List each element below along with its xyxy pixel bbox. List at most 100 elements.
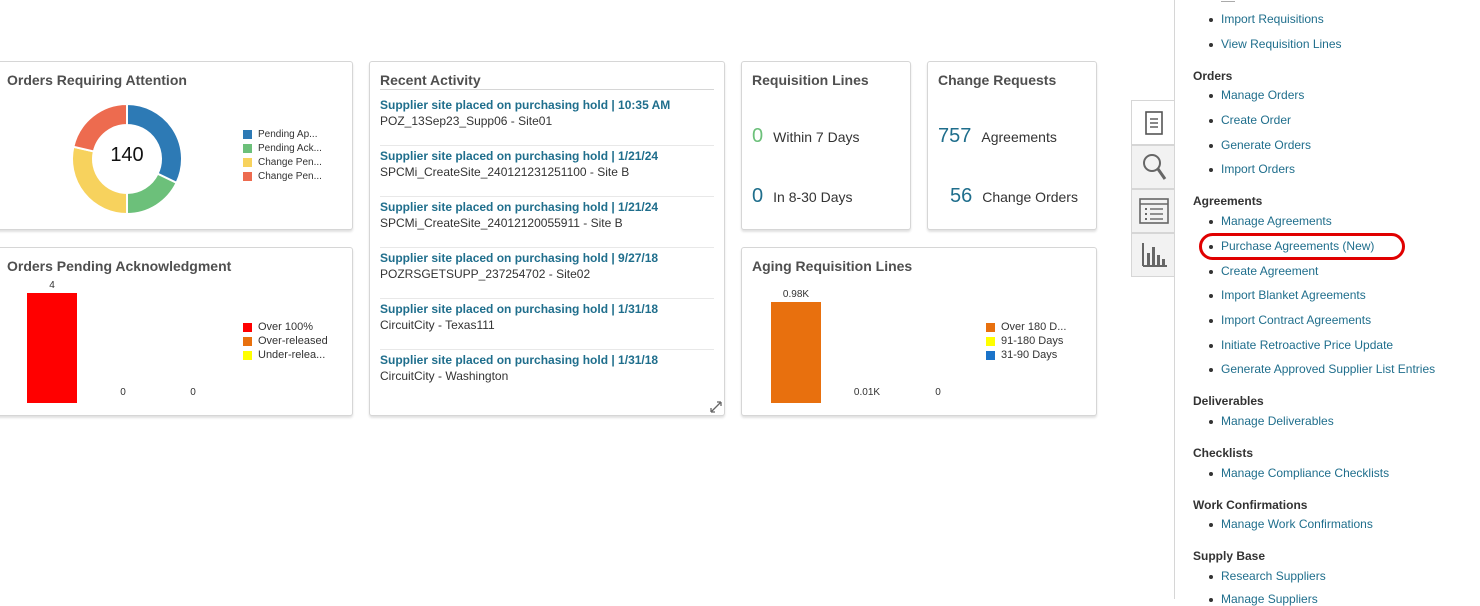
link-import-requisitions[interactable]: Import Requisitions [1221, 12, 1324, 26]
link-purchase-agreements-new[interactable]: Purchase Agreements (New) [1221, 239, 1375, 253]
bullet [1209, 43, 1213, 47]
legend-label: Over 100% [258, 321, 314, 333]
metric-number: 757 [938, 125, 972, 147]
legend-label: Pending Ack... [258, 142, 322, 154]
metric-change-orders[interactable]: 56 Change Orders [950, 185, 1078, 208]
activity-link[interactable]: Supplier site placed on purchasing hold … [380, 200, 659, 214]
bullet [1209, 168, 1213, 172]
metric-agreements[interactable]: 757 Agreements [938, 125, 1057, 148]
metric-label: In 8-30 Days [773, 189, 853, 205]
tasks-panel: Import Requisitions View Requisition Lin… [1174, 0, 1480, 606]
divider [380, 89, 714, 90]
bar-over-100[interactable] [27, 293, 77, 403]
link-manage-work-confirmations[interactable]: Manage Work Confirmations [1221, 517, 1373, 531]
activity-item[interactable]: Supplier site placed on purchasing hold … [380, 299, 714, 350]
activity-link[interactable]: Supplier site placed on purchasing hold … [380, 302, 659, 316]
bar-value-label: 0.01K [853, 387, 881, 398]
activity-subtext: CircuitCity - Texas111 [380, 318, 495, 332]
legend-item[interactable]: Under-relea... [243, 348, 328, 362]
expand-icon[interactable] [710, 401, 722, 413]
link-manage-compliance-checklists[interactable]: Manage Compliance Checklists [1221, 466, 1390, 480]
tab-reports[interactable] [1131, 233, 1175, 277]
link-import-orders[interactable]: Import Orders [1221, 162, 1296, 176]
link-manage-suppliers[interactable]: Manage Suppliers [1221, 592, 1318, 606]
activity-item[interactable]: Supplier site placed on purchasing hold … [380, 197, 714, 248]
orders-requiring-attention-card: Orders Requiring Attention 140 Pending A… [0, 61, 353, 230]
legend-label: Under-relea... [258, 349, 326, 361]
activity-link[interactable]: Supplier site placed on purchasing hold … [380, 98, 671, 112]
legend-label: Pending Ap... [258, 128, 318, 140]
legend-label: Over-released [258, 335, 328, 347]
link-create-agreement[interactable]: Create Agreement [1221, 264, 1319, 278]
activity-subtext: POZRSGETSUPP_237254702 - Site02 [380, 267, 591, 281]
link-manage-agreements[interactable]: Manage Agreements [1221, 214, 1332, 228]
orders-pending-ack-card: Orders Pending Acknowledgment 4 0 0 Over… [0, 247, 353, 416]
link-manage-deliverables[interactable]: Manage Deliverables [1221, 414, 1334, 428]
section-title-orders: Orders [1193, 69, 1233, 83]
link-generate-approved-supplier-list-entries[interactable]: Generate Approved Supplier List Entries [1221, 362, 1436, 376]
tab-tasks[interactable] [1131, 100, 1175, 145]
bar-chart-icon [1141, 243, 1167, 267]
activity-subtext: SPCMi_CreateSite_240121231251100 - Site … [380, 165, 630, 179]
bar-over-180-days[interactable] [771, 302, 821, 403]
activity-link[interactable]: Supplier site placed on purchasing hold … [380, 251, 659, 265]
bullet [1209, 119, 1213, 123]
activity-link[interactable]: Supplier site placed on purchasing hold … [380, 149, 659, 163]
activity-link[interactable]: Supplier site placed on purchasing hold … [380, 353, 659, 367]
metric-within-7-days[interactable]: 0 Within 7 Days [752, 125, 859, 148]
activity-item[interactable]: Supplier site placed on purchasing hold … [380, 248, 714, 299]
card-title: Requisition Lines [752, 72, 869, 88]
document-icon [1144, 110, 1163, 135]
donut-slice[interactable] [126, 172, 178, 216]
activity-item[interactable]: Supplier site placed on purchasing hold … [380, 95, 714, 146]
legend-swatch [243, 129, 252, 139]
search-icon [1142, 154, 1166, 180]
link-research-suppliers[interactable]: Research Suppliers [1221, 569, 1326, 583]
legend-item[interactable]: 31-90 Days [986, 348, 1066, 362]
metric-number: 0 [752, 125, 764, 147]
link-create-order[interactable]: Create Order [1221, 113, 1292, 127]
link-import-contract-agreements[interactable]: Import Contract Agreements [1221, 313, 1372, 327]
bullet [1209, 270, 1213, 274]
metric-label: Change Orders [982, 189, 1078, 205]
bar-value-label: 0 [190, 387, 196, 398]
legend-item[interactable]: Change Pen... [243, 155, 322, 169]
link-view-requisition-lines[interactable]: View Requisition Lines [1221, 37, 1342, 51]
section-title-work-confirmations: Work Confirmations [1193, 498, 1308, 512]
activity-item[interactable]: Supplier site placed on purchasing hold … [380, 350, 714, 401]
link-initiate-retroactive-price-update[interactable]: Initiate Retroactive Price Update [1221, 338, 1394, 352]
legend-item[interactable]: Over 180 D... [986, 320, 1066, 334]
legend-item[interactable]: Pending Ack... [243, 141, 322, 155]
legend-swatch [243, 322, 252, 332]
change-requests-card: Change Requests 757 Agreements 56 Change… [927, 61, 1097, 230]
bar-value-label: 4 [49, 280, 55, 291]
legend-label: Over 180 D... [1001, 321, 1067, 333]
section-title-agreements: Agreements [1193, 194, 1263, 208]
donut-slice[interactable] [72, 102, 128, 153]
metric-8-30-days[interactable]: 0 In 8-30 Days [752, 185, 853, 208]
tab-search[interactable] [1131, 145, 1175, 189]
activity-subtext: CircuitCity - Washington [380, 369, 509, 383]
recent-activity-card: Recent Activity Supplier site placed on … [369, 61, 725, 416]
section-title-checklists: Checklists [1193, 446, 1254, 460]
link-generate-orders[interactable]: Generate Orders [1221, 138, 1312, 152]
donut-center-value: 140 [110, 144, 144, 166]
legend-item[interactable]: Over 100% [243, 320, 328, 334]
card-title: Orders Requiring Attention [7, 72, 187, 88]
panel-scroll-stub [1221, 0, 1235, 2]
metric-label: Agreements [981, 129, 1057, 145]
legend-item[interactable]: Over-released [243, 334, 328, 348]
legend-label: 31-90 Days [1001, 349, 1058, 361]
link-manage-orders[interactable]: Manage Orders [1221, 88, 1305, 102]
bullet [1209, 523, 1213, 527]
link-import-blanket-agreements[interactable]: Import Blanket Agreements [1221, 288, 1366, 302]
section-title-supply-base: Supply Base [1193, 549, 1266, 563]
legend-item[interactable]: Pending Ap... [243, 127, 322, 141]
requisition-lines-card: Requisition Lines 0 Within 7 Days 0 In 8… [741, 61, 911, 230]
tab-list[interactable] [1131, 189, 1175, 233]
section-title-deliverables: Deliverables [1193, 394, 1264, 408]
donut-chart[interactable] [67, 99, 187, 219]
activity-item[interactable]: Supplier site placed on purchasing hold … [380, 146, 714, 197]
legend-item[interactable]: Change Pen... [243, 169, 322, 183]
legend-item[interactable]: 91-180 Days [986, 334, 1066, 348]
